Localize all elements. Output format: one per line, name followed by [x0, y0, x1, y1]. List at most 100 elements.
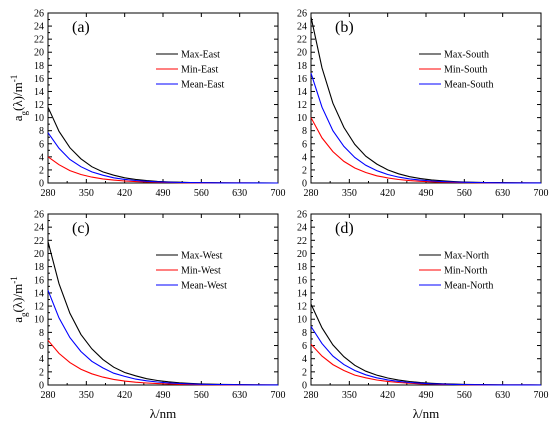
plot-frame: [310, 12, 542, 184]
legend-entry: Max-North: [444, 251, 489, 262]
y-tick-label: 20: [297, 249, 307, 260]
y-tick-label: 14: [34, 288, 44, 299]
y-tick-label: 4: [39, 152, 44, 163]
y-tick-label: 0: [302, 381, 307, 392]
x-axis-title: λ/nm: [150, 406, 177, 421]
y-tick-label: 0: [302, 179, 307, 190]
y-tick-label: 2: [39, 165, 44, 176]
y-tick-label: 16: [297, 74, 307, 85]
legend: Max-South Min-South Mean-South: [419, 50, 493, 91]
x-tick-label: 700: [271, 188, 286, 199]
x-tick-label: 630: [495, 390, 510, 401]
x-tick-label: 350: [79, 188, 94, 199]
y-tick-label: 22: [34, 236, 44, 247]
y-tick-label: 6: [302, 139, 307, 150]
y-tick-label: 8: [302, 126, 307, 137]
y-tick-label: 2: [302, 367, 307, 378]
y-tick-label: 18: [34, 262, 44, 273]
series-line-max-south: [310, 16, 541, 184]
y-tick-label: 12: [34, 100, 44, 111]
x-tick-label: 560: [194, 390, 209, 401]
y-tick-label: 12: [34, 302, 44, 313]
x-tick-label: 630: [495, 188, 510, 199]
y-tick-label: 24: [34, 223, 44, 234]
y-tick-label: 20: [297, 48, 307, 59]
series-line-min-south: [310, 117, 542, 184]
x-tick-label: 420: [380, 188, 395, 199]
x-tick-label: 420: [117, 188, 132, 199]
panel-label: (c): [72, 220, 90, 237]
y-tick-label: 22: [297, 35, 307, 46]
x-tick-label: 280: [41, 188, 56, 199]
y-tick-label: 20: [34, 48, 44, 59]
x-tick-label: 700: [271, 390, 286, 401]
plot-frame: [310, 213, 542, 386]
x-tick-label: 280: [304, 390, 319, 401]
legend-entry: Min-East: [181, 65, 218, 76]
x-tick-label: 350: [342, 188, 357, 199]
x-tick-label: 420: [117, 390, 132, 401]
x-tick-label: 350: [342, 390, 357, 401]
y-tick-label: 16: [34, 275, 44, 286]
y-tick-label: 10: [34, 315, 44, 326]
y-tick-label: 20: [34, 249, 44, 260]
y-tick-label: 12: [297, 302, 307, 313]
series-line-max-east: [47, 106, 279, 184]
y-tick-label: 10: [297, 113, 307, 124]
legend: Max-West Min-West Mean-West: [156, 251, 227, 292]
legend: Max-North Min-North Mean-North: [419, 251, 493, 292]
y-tick-label: 2: [302, 165, 307, 176]
plot-frame: [47, 213, 279, 386]
series-line-mean-east: [47, 132, 278, 184]
y-tick-label: 22: [297, 236, 307, 247]
y-tick-label: 8: [39, 328, 44, 339]
panel-label: (a): [72, 19, 90, 36]
y-tick-label: 12: [297, 100, 307, 111]
legend-entry: Max-South: [444, 50, 489, 61]
x-tick-label: 700: [534, 390, 549, 401]
series-line-mean-west: [47, 290, 278, 386]
legend-entry: Mean-West: [181, 281, 227, 292]
series-line-mean-north: [310, 326, 542, 386]
y-tick-label: 0: [39, 179, 44, 190]
legend-entry: Min-South: [444, 65, 487, 76]
series-line-min-north: [310, 343, 542, 386]
x-tick-label: 490: [156, 188, 171, 199]
y-tick-label: 6: [39, 341, 44, 352]
x-tick-label: 560: [457, 188, 472, 199]
y-tick-label: 16: [297, 275, 307, 286]
y-tick-label: 8: [302, 328, 307, 339]
y-tick-label: 8: [39, 126, 44, 137]
y-axis-title: ag(λ)/m-1: [9, 75, 29, 121]
y-tick-label: 4: [302, 354, 307, 365]
y-tick-label: 26: [34, 210, 44, 221]
legend-entry: Mean-East: [181, 80, 225, 91]
y-tick-label: 6: [39, 139, 44, 150]
y-tick-label: 18: [34, 61, 44, 72]
y-tick-label: 2: [39, 367, 44, 378]
y-tick-label: 10: [297, 315, 307, 326]
x-tick-label: 280: [304, 188, 319, 199]
legend-entry: Min-North: [444, 266, 487, 277]
y-tick-label: 4: [302, 152, 307, 163]
x-tick-label: 490: [419, 188, 434, 199]
x-tick-label: 700: [534, 188, 549, 199]
y-tick-label: 10: [34, 113, 44, 124]
series-line-mean-south: [310, 73, 541, 184]
x-tick-label: 490: [156, 390, 171, 401]
y-tick-label: 4: [39, 354, 44, 365]
y-tick-label: 16: [34, 74, 44, 85]
y-tick-label: 24: [297, 223, 307, 234]
x-axis-title: λ/nm: [413, 406, 440, 421]
x-tick-label: 350: [79, 390, 94, 401]
legend-entry: Mean-North: [444, 281, 493, 292]
x-tick-label: 630: [232, 188, 247, 199]
y-tick-label: 6: [302, 341, 307, 352]
series-line-max-north: [310, 303, 541, 386]
legend-entry: Mean-South: [444, 80, 493, 91]
panel-label: (b): [335, 19, 354, 36]
